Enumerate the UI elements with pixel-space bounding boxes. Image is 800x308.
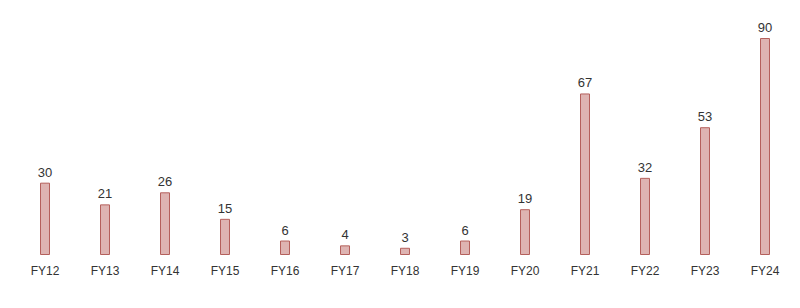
svg-text:FY19: FY19 (451, 264, 480, 278)
svg-text:6: 6 (461, 223, 468, 238)
svg-text:FY20: FY20 (511, 264, 540, 278)
svg-text:3: 3 (401, 230, 408, 245)
svg-text:FY21: FY21 (571, 264, 600, 278)
svg-text:67: 67 (578, 75, 592, 90)
svg-text:FY13: FY13 (91, 264, 120, 278)
svg-text:FY23: FY23 (691, 264, 720, 278)
svg-text:FY17: FY17 (331, 264, 360, 278)
svg-text:FY15: FY15 (211, 264, 240, 278)
svg-text:15: 15 (218, 201, 232, 216)
svg-text:FY18: FY18 (391, 264, 420, 278)
svg-text:19: 19 (518, 191, 532, 206)
svg-text:FY24: FY24 (751, 264, 780, 278)
svg-text:21: 21 (98, 186, 112, 201)
svg-text:53: 53 (698, 109, 712, 124)
svg-text:32: 32 (638, 160, 652, 175)
svg-text:FY14: FY14 (151, 264, 180, 278)
svg-text:90: 90 (758, 20, 772, 35)
svg-text:26: 26 (158, 174, 172, 189)
svg-text:30: 30 (38, 165, 52, 180)
svg-text:FY22: FY22 (631, 264, 660, 278)
svg-text:6: 6 (281, 223, 288, 238)
svg-text:FY16: FY16 (271, 264, 300, 278)
svg-text:FY12: FY12 (31, 264, 60, 278)
svg-text:4: 4 (341, 227, 348, 242)
